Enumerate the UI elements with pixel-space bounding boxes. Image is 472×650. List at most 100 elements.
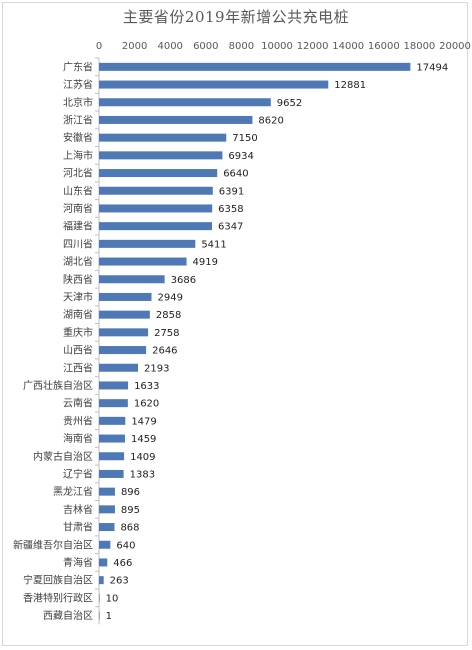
category-label: 福建省 bbox=[63, 220, 93, 233]
category-label: 湖北省 bbox=[63, 255, 93, 268]
x-tick-label: 18000 bbox=[403, 41, 435, 52]
category-label: 青海省 bbox=[63, 556, 93, 569]
category-label: 上海市 bbox=[63, 149, 93, 162]
category-label: 新疆维吾尔自治区 bbox=[13, 538, 93, 551]
category-label: 重庆市 bbox=[63, 326, 93, 339]
bar-value-label: 6347 bbox=[218, 222, 243, 233]
bar-value-label: 895 bbox=[121, 505, 140, 516]
bar bbox=[99, 133, 227, 142]
bar bbox=[99, 487, 115, 496]
x-tick-label: 12000 bbox=[297, 41, 329, 52]
bar bbox=[99, 328, 149, 337]
bar bbox=[99, 275, 165, 284]
bar bbox=[99, 593, 100, 602]
category-label: 海南省 bbox=[63, 432, 93, 445]
bar-value-label: 1633 bbox=[134, 381, 159, 392]
bar-value-label: 1620 bbox=[134, 399, 159, 410]
bar-value-label: 2758 bbox=[154, 328, 179, 339]
bar-value-label: 6640 bbox=[223, 169, 248, 180]
bar-value-label: 17494 bbox=[416, 62, 448, 73]
category-label: 河北省 bbox=[63, 167, 93, 180]
bar bbox=[99, 416, 126, 425]
bar-value-label: 1 bbox=[106, 611, 112, 622]
x-tick-label: 0 bbox=[96, 41, 102, 52]
category-label: 陕西省 bbox=[63, 273, 93, 286]
category-label: 广东省 bbox=[63, 60, 93, 73]
bar bbox=[99, 523, 115, 532]
x-tick-label: 10000 bbox=[261, 41, 293, 52]
bar bbox=[99, 98, 271, 107]
bar-value-label: 1479 bbox=[131, 416, 156, 427]
bar-value-label: 466 bbox=[113, 558, 132, 569]
category-label: 天津市 bbox=[63, 290, 93, 303]
bar bbox=[99, 346, 147, 355]
bar-value-label: 2949 bbox=[157, 292, 182, 303]
x-tick-label: 4000 bbox=[157, 41, 182, 52]
x-tick-label: 16000 bbox=[368, 41, 400, 52]
bar-value-label: 7150 bbox=[232, 133, 257, 144]
bar bbox=[99, 169, 218, 178]
category-label: 吉林省 bbox=[63, 503, 93, 516]
bar bbox=[99, 558, 108, 567]
chart-title: 主要省份2019年新增公共充电桩 bbox=[122, 8, 350, 26]
bar bbox=[99, 222, 212, 231]
bar-value-label: 1409 bbox=[130, 452, 155, 463]
bar bbox=[99, 62, 411, 71]
category-label: 内蒙古自治区 bbox=[33, 450, 93, 463]
bar bbox=[99, 399, 128, 408]
category-label: 山西省 bbox=[63, 344, 93, 357]
bar-value-label: 896 bbox=[121, 487, 140, 498]
bar bbox=[99, 239, 196, 248]
chart-frame bbox=[2, 2, 468, 646]
category-label: 黑龙江省 bbox=[53, 485, 93, 498]
bar-value-label: 6358 bbox=[218, 204, 243, 215]
x-tick-label: 6000 bbox=[193, 41, 218, 52]
bar-value-label: 2858 bbox=[156, 310, 181, 321]
bar bbox=[99, 434, 125, 443]
bar bbox=[99, 452, 125, 461]
bar-value-label: 4919 bbox=[193, 257, 218, 268]
category-label: 辽宁省 bbox=[63, 467, 93, 480]
bar bbox=[99, 381, 129, 390]
bar-value-label: 9652 bbox=[277, 98, 302, 109]
x-tick-label: 8000 bbox=[229, 41, 254, 52]
bar-value-label: 2193 bbox=[144, 363, 169, 374]
bar-value-label: 12881 bbox=[334, 80, 366, 91]
category-label: 甘肃省 bbox=[63, 521, 93, 534]
bar bbox=[99, 292, 152, 301]
bar bbox=[99, 576, 104, 585]
category-label: 香港特别行政区 bbox=[23, 591, 93, 604]
bar-value-label: 263 bbox=[110, 576, 129, 587]
category-label: 浙江省 bbox=[63, 113, 93, 126]
x-tick-label: 2000 bbox=[122, 41, 147, 52]
category-label: 云南省 bbox=[63, 397, 93, 410]
bar-value-label: 3686 bbox=[171, 275, 196, 286]
bar bbox=[99, 204, 213, 213]
bar-value-label: 2646 bbox=[152, 346, 177, 357]
bar-value-label: 5411 bbox=[201, 239, 226, 250]
bar bbox=[99, 186, 213, 195]
category-label: 贵州省 bbox=[63, 414, 93, 427]
bar-value-label: 8620 bbox=[258, 115, 283, 126]
x-tick-label: 14000 bbox=[332, 41, 364, 52]
bar bbox=[99, 505, 115, 514]
category-label: 北京市 bbox=[63, 96, 93, 109]
bar bbox=[99, 363, 139, 372]
bar bbox=[99, 310, 150, 319]
bar bbox=[99, 80, 329, 89]
bar bbox=[99, 611, 100, 620]
bar-value-label: 1459 bbox=[131, 434, 156, 445]
bar-value-label: 10 bbox=[106, 593, 119, 604]
bar-value-label: 6934 bbox=[228, 151, 253, 162]
category-label: 西藏自治区 bbox=[43, 609, 93, 622]
bar bbox=[99, 257, 187, 266]
category-label: 山东省 bbox=[63, 184, 93, 197]
bar-value-label: 1383 bbox=[130, 469, 155, 480]
category-label: 四川省 bbox=[63, 237, 93, 250]
bar bbox=[99, 151, 223, 160]
bar bbox=[99, 540, 111, 549]
bar bbox=[99, 469, 124, 478]
x-tick-label: 20000 bbox=[439, 41, 471, 52]
bar-value-label: 868 bbox=[120, 523, 139, 534]
